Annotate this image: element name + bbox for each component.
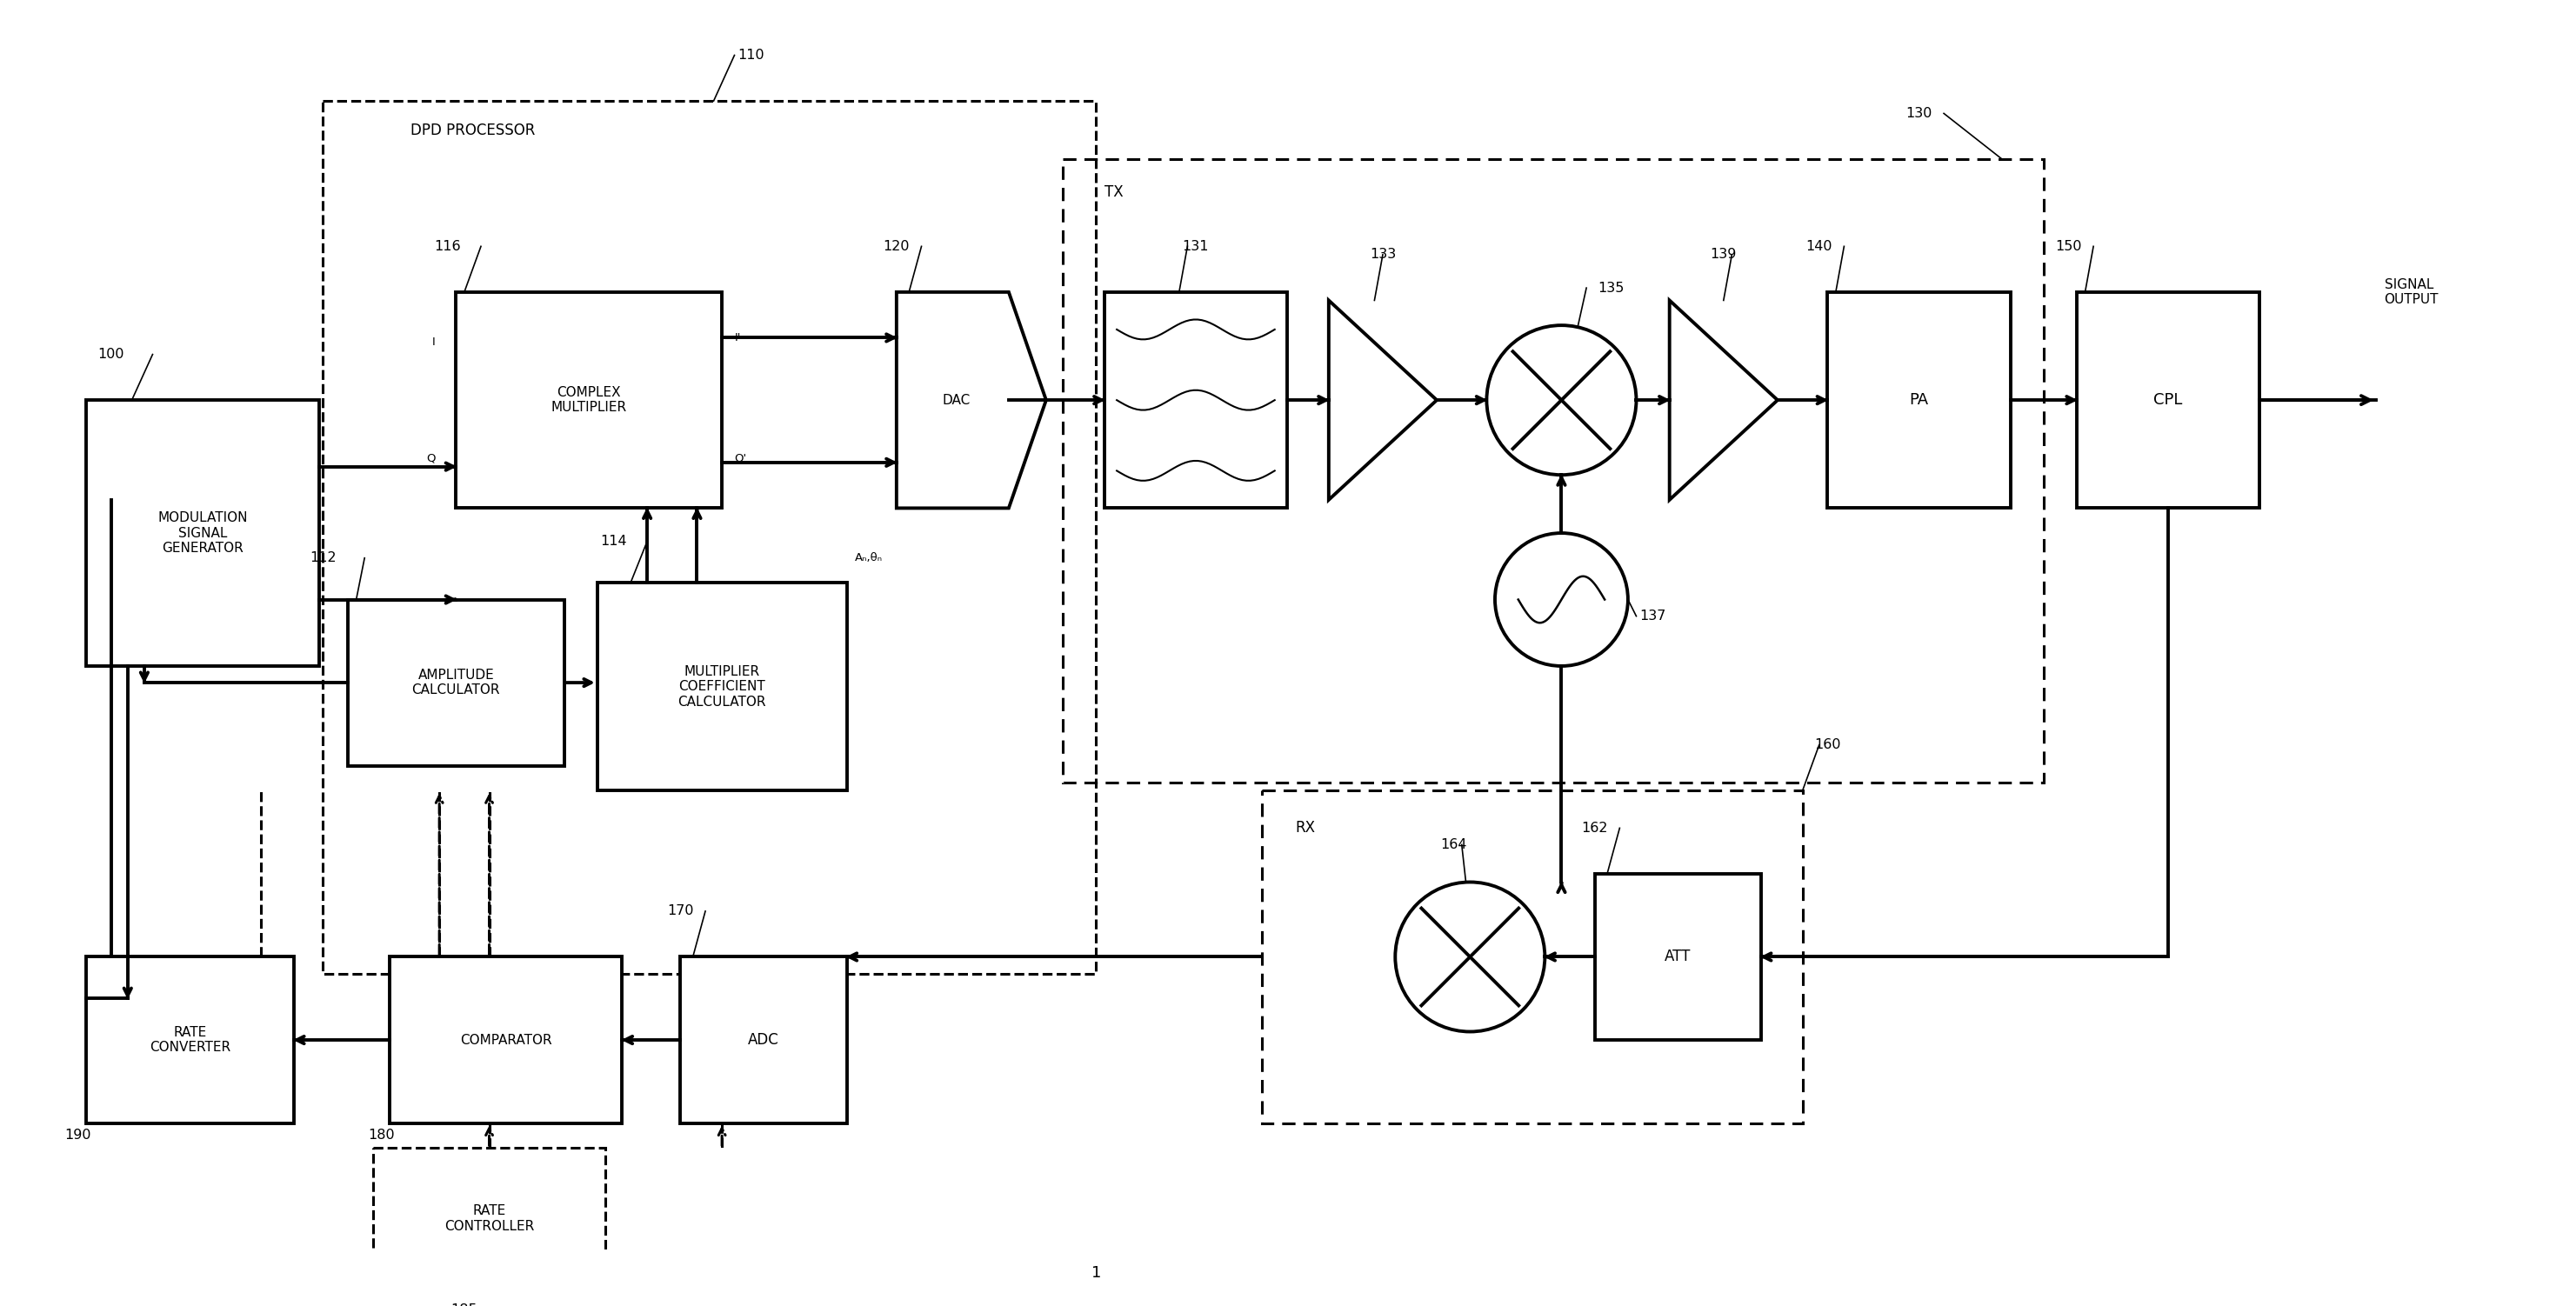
Text: 112: 112 bbox=[309, 551, 337, 564]
Text: 190: 190 bbox=[64, 1128, 90, 1141]
Text: CPL: CPL bbox=[2154, 392, 2182, 407]
Text: I': I' bbox=[734, 332, 742, 343]
Text: 150: 150 bbox=[2056, 240, 2081, 253]
Text: MULTIPLIER
COEFFICIENT
CALCULATOR: MULTIPLIER COEFFICIENT CALCULATOR bbox=[677, 665, 765, 708]
Text: RATE
CONTROLLER: RATE CONTROLLER bbox=[443, 1204, 533, 1233]
Bar bbox=[680, 957, 848, 1123]
Bar bbox=[1595, 874, 1762, 1040]
Text: I: I bbox=[433, 336, 435, 347]
Text: 139: 139 bbox=[1710, 248, 1736, 261]
Bar bbox=[1105, 293, 1288, 508]
Text: COMPARATOR: COMPARATOR bbox=[461, 1033, 551, 1046]
Text: Aₙ,θₙ: Aₙ,θₙ bbox=[855, 552, 884, 564]
Text: SIGNAL
OUTPUT: SIGNAL OUTPUT bbox=[2385, 278, 2439, 306]
Bar bbox=[85, 957, 294, 1123]
Bar bbox=[2076, 293, 2259, 508]
Bar bbox=[598, 582, 848, 790]
Bar bbox=[1262, 790, 1803, 1123]
Bar bbox=[322, 101, 1095, 973]
Bar bbox=[1064, 159, 2043, 782]
Text: AMPLITUDE
CALCULATOR: AMPLITUDE CALCULATOR bbox=[412, 669, 500, 696]
Text: PA: PA bbox=[1909, 392, 1929, 407]
Text: ADC: ADC bbox=[747, 1032, 778, 1047]
Text: TX: TX bbox=[1105, 184, 1123, 200]
Bar bbox=[374, 1148, 605, 1289]
Text: Q': Q' bbox=[734, 453, 747, 464]
Text: Q: Q bbox=[425, 453, 435, 464]
Text: RATE
CONVERTER: RATE CONVERTER bbox=[149, 1027, 229, 1054]
Text: 100: 100 bbox=[98, 347, 124, 360]
Text: ATT: ATT bbox=[1664, 949, 1690, 965]
Text: 120: 120 bbox=[884, 240, 909, 253]
Text: 116: 116 bbox=[435, 240, 461, 253]
Text: DAC: DAC bbox=[943, 393, 971, 406]
Text: 180: 180 bbox=[368, 1128, 394, 1141]
Text: 164: 164 bbox=[1440, 838, 1466, 852]
Bar bbox=[456, 293, 721, 508]
Text: MODULATION
SIGNAL
GENERATOR: MODULATION SIGNAL GENERATOR bbox=[157, 512, 247, 555]
Text: 170: 170 bbox=[667, 905, 693, 918]
Text: 1: 1 bbox=[1092, 1264, 1100, 1280]
Text: COMPLEX
MULTIPLIER: COMPLEX MULTIPLIER bbox=[551, 387, 626, 414]
Bar bbox=[1826, 293, 2009, 508]
Text: 135: 135 bbox=[1597, 281, 1625, 294]
Text: 130: 130 bbox=[1906, 107, 1932, 120]
Bar bbox=[85, 400, 319, 666]
Text: 160: 160 bbox=[1814, 738, 1842, 751]
Text: 131: 131 bbox=[1182, 240, 1208, 253]
Text: RX: RX bbox=[1296, 820, 1316, 836]
Text: 137: 137 bbox=[1641, 610, 1667, 623]
Bar bbox=[389, 957, 623, 1123]
Text: 140: 140 bbox=[1806, 240, 1832, 253]
Bar bbox=[348, 599, 564, 765]
Text: DPD PROCESSOR: DPD PROCESSOR bbox=[410, 123, 536, 138]
Text: 110: 110 bbox=[737, 48, 765, 61]
Text: 185: 185 bbox=[451, 1303, 477, 1306]
Text: 162: 162 bbox=[1582, 821, 1607, 835]
Text: 133: 133 bbox=[1370, 248, 1396, 261]
Text: 114: 114 bbox=[600, 535, 626, 549]
